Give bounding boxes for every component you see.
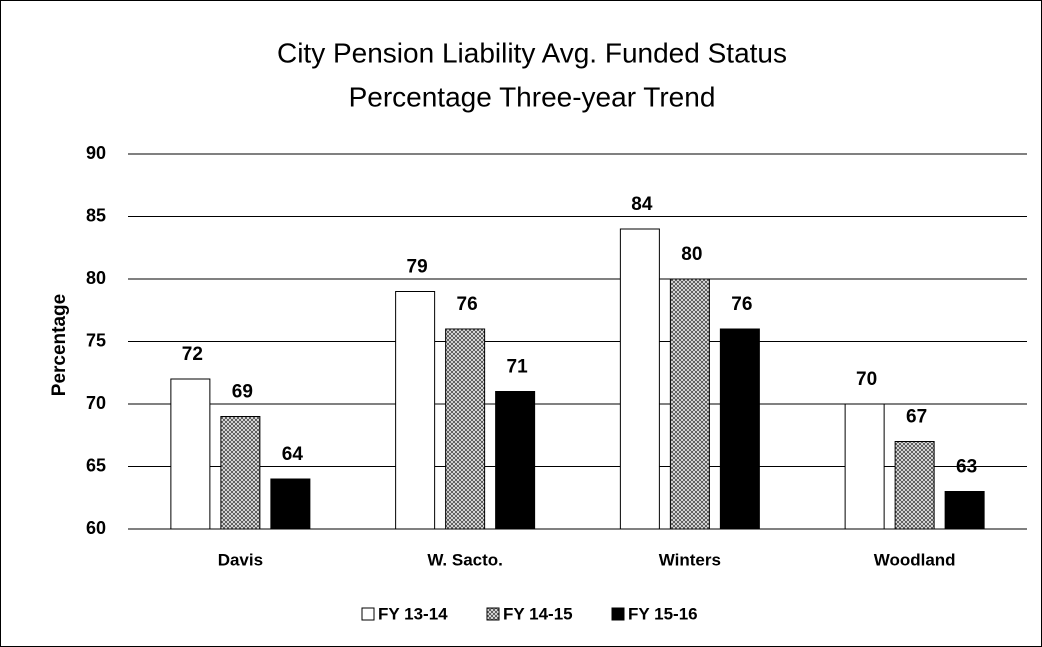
chart-title: City Pension Liability Avg. Funded Statu…: [277, 37, 787, 68]
bar: [944, 491, 985, 530]
y-tick-label: 80: [86, 268, 106, 288]
data-label: 69: [232, 382, 253, 403]
bar: [395, 291, 436, 530]
y-axis-label: Percentage: [49, 294, 70, 396]
legend-label: FY 14-15: [503, 604, 573, 623]
data-label: 76: [457, 294, 478, 315]
bar: [220, 416, 261, 530]
bar: [170, 378, 211, 530]
legend-label: FY 15-16: [628, 604, 698, 623]
data-label: 67: [906, 407, 927, 428]
bar: [844, 403, 885, 530]
y-tick-label: 90: [86, 143, 106, 163]
legend-swatch: [361, 607, 375, 621]
y-tick-label: 85: [86, 205, 106, 225]
x-tick-label: Woodland: [874, 550, 956, 569]
legend-swatch: [486, 607, 500, 621]
data-label: 71: [507, 357, 529, 378]
bar: [619, 228, 660, 530]
legend-swatch: [611, 607, 625, 621]
bar: [270, 478, 311, 530]
bar: [719, 328, 760, 530]
chart-subtitle: Percentage Three-year Trend: [349, 81, 716, 112]
legend-label: FY 13-14: [378, 604, 448, 623]
data-label: 64: [282, 444, 304, 465]
bar: [894, 441, 935, 530]
data-label: 72: [182, 344, 203, 365]
y-tick-label: 60: [86, 518, 106, 538]
bar: [495, 391, 536, 530]
x-tick-label: Winters: [659, 550, 721, 569]
bar: [669, 278, 710, 530]
x-tick-label: Davis: [218, 550, 263, 569]
data-label: 84: [631, 194, 653, 215]
bar: [445, 328, 486, 530]
data-label: 70: [856, 369, 877, 390]
data-label: 80: [681, 244, 702, 265]
data-label: 63: [956, 457, 977, 478]
x-tick-label: W. Sacto.: [427, 550, 503, 569]
y-tick-label: 75: [86, 330, 106, 350]
y-tick-label: 65: [86, 455, 106, 475]
y-tick-label: 70: [86, 393, 106, 413]
data-label: 79: [407, 257, 428, 278]
data-label: 76: [731, 294, 752, 315]
